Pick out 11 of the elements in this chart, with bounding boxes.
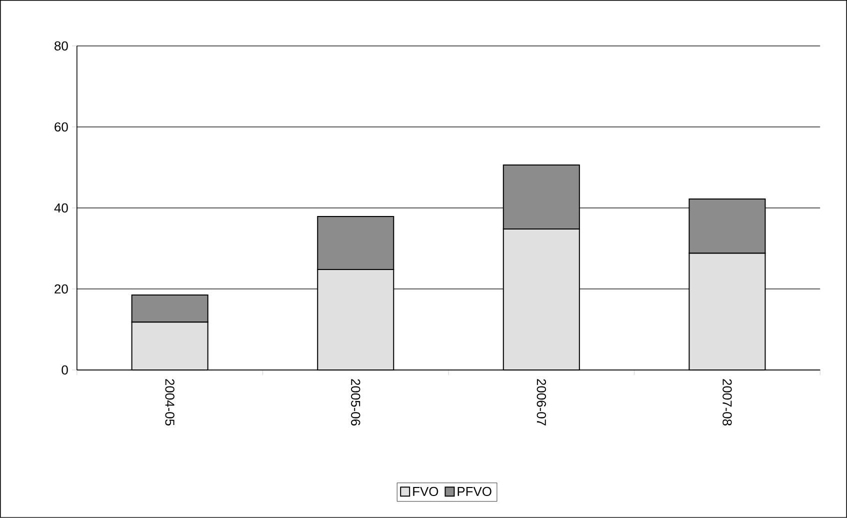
y-tick-label: 60: [54, 122, 68, 132]
x-tick-label: 2004-05: [165, 379, 174, 426]
y-tick-label: 0: [62, 365, 68, 375]
legend-label: FVO: [413, 486, 438, 496]
legend-label: PFVO: [458, 486, 492, 496]
y-tick-label: 20: [54, 284, 68, 294]
x-tick-label: 2006-07: [536, 379, 546, 426]
x-tick-label: 2007-08: [722, 379, 732, 426]
y-tick-label: 40: [54, 203, 68, 213]
x-tick-label: 2005-06: [351, 379, 360, 426]
y-tick-label: 80: [54, 41, 68, 51]
